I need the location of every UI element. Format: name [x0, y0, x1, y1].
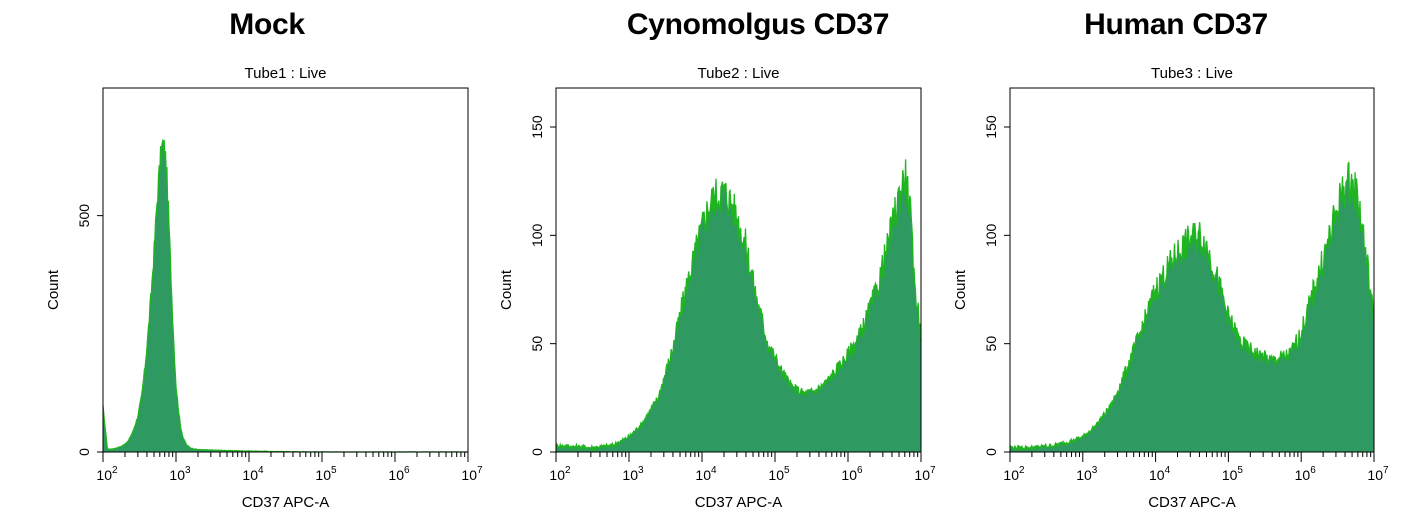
- y-tick-label-mock-500: 500: [76, 204, 92, 228]
- histogram-line-cynomolgus: [555, 159, 922, 452]
- y-tick-label-human-150: 150: [983, 115, 999, 139]
- x-tick-label-mock-6: 106: [388, 465, 410, 483]
- y-axis-label-human: Count: [952, 269, 969, 310]
- plot-frame-human: [1009, 87, 1375, 453]
- y-tick-label-mock-0: 0: [76, 448, 92, 456]
- x-tick-label-mock-4: 104: [242, 465, 264, 483]
- x-tick-label-human-7: 107: [1367, 465, 1389, 483]
- x-tick-label-cynomolgus-5: 105: [768, 465, 790, 483]
- y-tick-label-cynomolgus-100: 100: [529, 223, 545, 247]
- histogram-line-human: [1009, 161, 1375, 452]
- x-tick-label-human-4: 104: [1149, 465, 1171, 483]
- x-tick-label-cynomolgus-7: 107: [914, 465, 936, 483]
- x-tick-label-mock-5: 105: [315, 465, 337, 483]
- y-tick-label-human-50: 50: [983, 336, 999, 352]
- x-tick-label-mock-2: 102: [96, 465, 118, 483]
- y-axis-label-cynomolgus: Count: [498, 269, 515, 310]
- x-axis-label-human: CD37 APC-A: [1148, 494, 1236, 511]
- subtitle-mock: Tube1 : Live: [245, 65, 327, 82]
- histogram-area-human: [1010, 161, 1374, 452]
- subtitle-cynomolgus: Tube2 : Live: [698, 65, 780, 82]
- plot-frame-cynomolgus: [555, 87, 922, 453]
- x-tick-label-cynomolgus-4: 104: [695, 465, 717, 483]
- x-tick-label-human-5: 105: [1222, 465, 1244, 483]
- subtitle-human: Tube3 : Live: [1151, 65, 1233, 82]
- x-tick-label-mock-3: 103: [169, 465, 191, 483]
- y-axis-label-mock: Count: [45, 269, 62, 310]
- x-tick-label-human-3: 103: [1076, 465, 1098, 483]
- x-tick-label-mock-7: 107: [461, 465, 483, 483]
- y-tick-label-cynomolgus-50: 50: [529, 336, 545, 352]
- y-tick-label-human-100: 100: [983, 223, 999, 247]
- y-tick-label-cynomolgus-0: 0: [529, 448, 545, 456]
- x-tick-label-human-2: 102: [1003, 465, 1025, 483]
- x-tick-label-human-6: 106: [1295, 465, 1317, 483]
- x-axis-label-cynomolgus: CD37 APC-A: [695, 494, 783, 511]
- y-tick-label-cynomolgus-150: 150: [529, 115, 545, 139]
- plot-frame-mock: [102, 87, 469, 453]
- histogram-area-cynomolgus: [556, 159, 921, 452]
- panel-title-human: Human CD37: [1084, 8, 1268, 41]
- panel-title-mock: Mock: [229, 8, 305, 41]
- x-tick-label-cynomolgus-2: 102: [549, 465, 571, 483]
- x-tick-label-cynomolgus-3: 103: [622, 465, 644, 483]
- x-axis-label-mock: CD37 APC-A: [242, 494, 330, 511]
- y-tick-label-human-0: 0: [983, 448, 999, 456]
- panel-title-cynomolgus: Cynomolgus CD37: [626, 8, 890, 41]
- x-tick-label-cynomolgus-6: 106: [841, 465, 863, 483]
- histogram-area-mock: [103, 139, 468, 453]
